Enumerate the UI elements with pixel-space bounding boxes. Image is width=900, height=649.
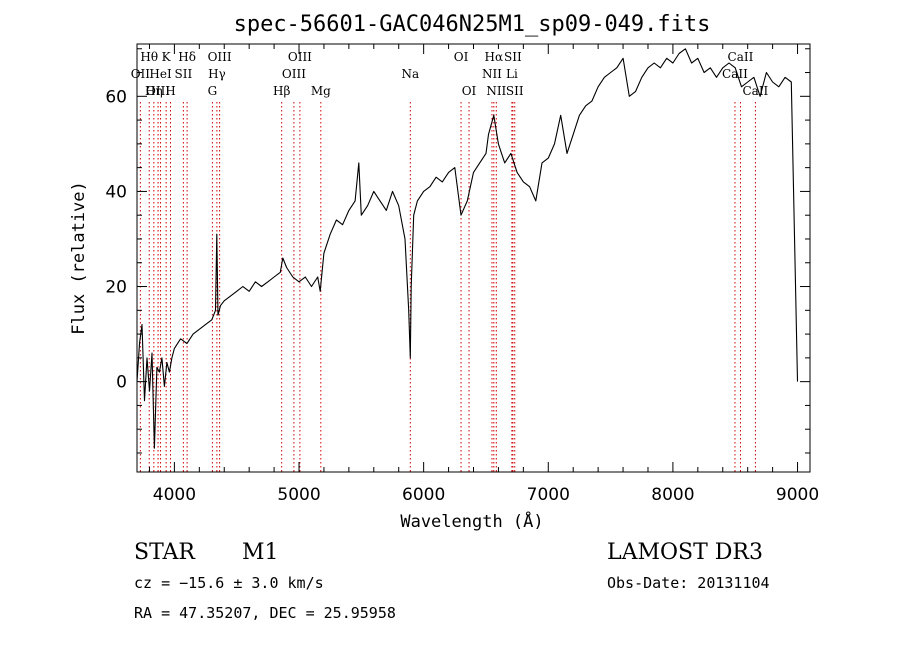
x-tick-label-1: 5000 bbox=[277, 485, 320, 505]
emission-line-label-12: Hβ bbox=[273, 84, 290, 98]
emission-line-label-0: Hθ bbox=[140, 50, 158, 64]
emission-line-label-11: G bbox=[208, 84, 218, 98]
coordinates: RA = 47.35207, DEC = 25.95958 bbox=[134, 604, 396, 622]
emission-line-label-10: Hγ bbox=[208, 67, 226, 81]
emission-line-label-21: NII bbox=[486, 84, 506, 98]
chart-title: spec-56601-GAC046N25M1_sp09-049.fits bbox=[234, 12, 711, 37]
x-tick-label-2: 6000 bbox=[402, 485, 445, 505]
emission-line-label-7: H bbox=[165, 84, 175, 98]
survey-name: LAMOST DR3 bbox=[607, 540, 763, 565]
emission-line-label-16: Na bbox=[401, 67, 419, 81]
axis-ticks: 4000 5000 6000 7000 8000 9000 0 20 40 60 bbox=[105, 44, 819, 505]
emission-line-label-19: Hα bbox=[485, 50, 504, 64]
emission-line-label-13: OIII bbox=[288, 50, 312, 64]
emission-line-label-1: OII bbox=[131, 67, 151, 81]
y-axis-label: Flux (relative) bbox=[69, 181, 89, 335]
emission-line-label-26: CaII bbox=[722, 67, 748, 81]
emission-line-label-9: OIII bbox=[208, 50, 232, 64]
emission-line-label-4: HeI bbox=[149, 67, 172, 81]
series-layer bbox=[136, 48, 799, 449]
x-axis-label: Wavelength (Å) bbox=[400, 510, 543, 532]
emission-line-label-27: CaII bbox=[742, 84, 768, 98]
y-tick-label-0: 0 bbox=[116, 373, 127, 393]
x-tick-label-5: 9000 bbox=[776, 485, 819, 505]
y-tick-label-2: 40 bbox=[105, 182, 127, 202]
emission-line-label-23: Li bbox=[506, 67, 518, 81]
plot-frame bbox=[136, 43, 811, 473]
emission-line-label-8: Hδ bbox=[178, 50, 196, 64]
redshift-cz: cz = −15.6 ± 3.0 km/s bbox=[134, 574, 324, 592]
emission-line-label-20: NII bbox=[482, 67, 502, 81]
emission-line-label-25: CaII bbox=[728, 50, 754, 64]
emission-line-label-5: Hη bbox=[145, 84, 163, 98]
emission-line-label-3: K bbox=[162, 50, 172, 64]
emission-line-label-2: OIII bbox=[146, 84, 170, 98]
object-class: STAR bbox=[134, 540, 195, 565]
x-tick-label-3: 7000 bbox=[527, 485, 570, 505]
emission-line-label-22: SII bbox=[504, 50, 522, 64]
x-tick-label-4: 8000 bbox=[651, 485, 694, 505]
observation-date: Obs-Date: 20131104 bbox=[607, 574, 770, 592]
emission-line-label-15: Mg bbox=[311, 84, 331, 98]
y-tick-label-1: 20 bbox=[105, 278, 127, 298]
emission-line-label-6: SII bbox=[175, 67, 193, 81]
emission-line-label-14: OIII bbox=[282, 67, 306, 81]
emission-line-label-18: OI bbox=[462, 84, 477, 98]
object-subclass: M1 bbox=[242, 540, 279, 565]
x-tick-label-0: 4000 bbox=[153, 485, 196, 505]
emission-line-label-24: SII bbox=[506, 84, 524, 98]
emission-line-label-17: OI bbox=[454, 50, 469, 64]
series-line-flux bbox=[136, 48, 799, 449]
y-tick-label-3: 60 bbox=[105, 87, 127, 107]
